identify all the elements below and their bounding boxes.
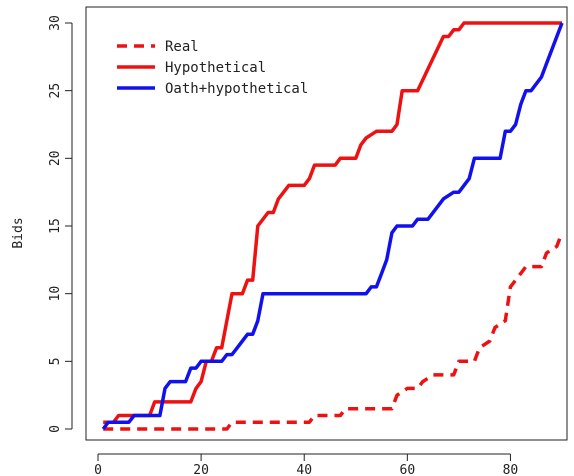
y-axis-label: Bids (11, 217, 26, 248)
plot-frame (85, 6, 568, 441)
series-line-2 (103, 21, 562, 424)
series-layer (101, 21, 564, 431)
y-tick-label: 25 (48, 83, 63, 99)
y-tick-label: 5 (48, 357, 63, 365)
x-tick-label: 60 (400, 463, 416, 476)
y-tick-label: 20 (48, 151, 63, 167)
legend-label: Oath+hypothetical (165, 81, 308, 97)
y-tick-label: 15 (48, 218, 63, 234)
x-tick-label: 20 (193, 463, 209, 476)
x-tick-label: 80 (503, 463, 519, 476)
x-tick-label: 0 (94, 463, 102, 476)
series-line-1 (103, 232, 564, 431)
legend-label: Real (165, 39, 199, 55)
y-tick-label: 30 (48, 15, 63, 31)
y-tick-label: 0 (48, 425, 63, 433)
x-axis: 0 20 40 60 80 (94, 453, 519, 476)
series-line-3 (101, 22, 564, 431)
legend: Real Hypothetical Oath+hypothetical (117, 39, 308, 97)
y-axis: 0 5 10 15 20 25 30 (48, 15, 73, 433)
y-tick-label: 10 (48, 286, 63, 302)
x-tick-label: 40 (296, 463, 312, 476)
legend-label: Hypothetical (165, 60, 266, 76)
